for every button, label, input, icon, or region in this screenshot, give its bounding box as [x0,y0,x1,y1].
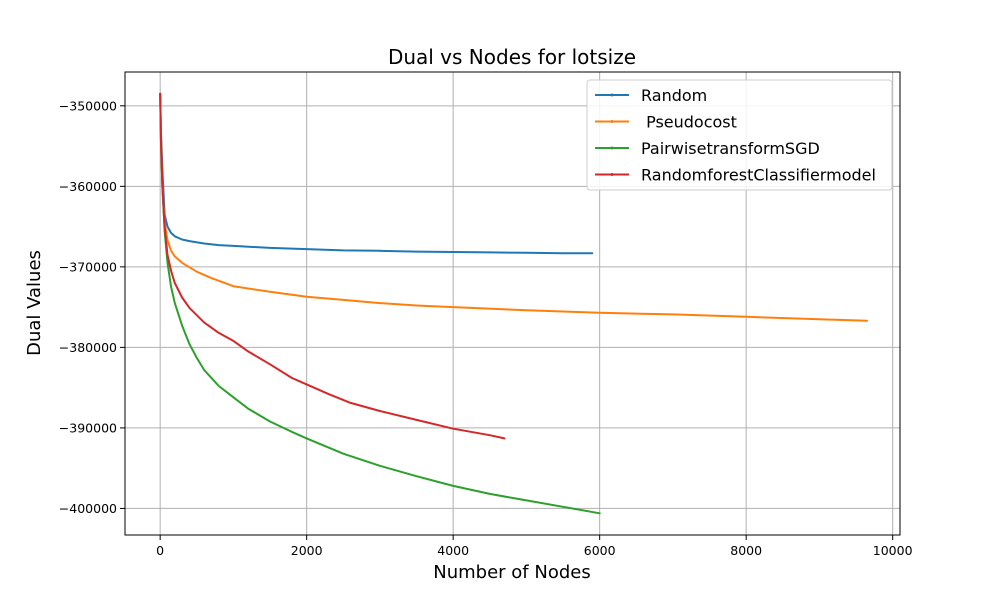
legend-box [586,79,893,191]
legend-label-randomforestclassifiermodel: RandomforestClassifiermodel [641,166,876,185]
legend: Random Pseudocost PairwisetransformSGD Ran… [586,79,893,191]
legend-label-pseudocost: Pseudocost [641,113,737,132]
legend-marker-random [610,93,614,97]
x-axis-label: Number of Nodes [433,562,590,583]
y-tick-label: −400000 [59,501,117,516]
y-tick-label: −370000 [59,259,117,274]
series-lines [159,92,868,515]
y-axis-label: Dual Values [24,250,45,356]
legend-label-pairwisetransformsgd: PairwisetransformSGD [641,139,820,158]
axis-ticks: 0 2000 4000 6000 8000 10000 −350000 −360000 −370… [59,98,913,558]
legend-marker-pairwisetransformsgd [610,146,614,150]
x-tick-label: 4000 [437,543,469,558]
series-line-randomforestclassifiermodel [159,92,506,440]
plot-frame [124,71,901,536]
chart-title: Dual vs Nodes for lotsize [388,45,636,69]
x-tick-label: 6000 [584,543,616,558]
legend-label-random: Random [641,86,707,105]
x-tick-label: 8000 [730,543,762,558]
x-tick-label: 0 [156,543,164,558]
legend-marker-randomforestclassifiermodel [610,173,614,176]
y-tick-label: −360000 [59,179,117,194]
series-line-pairwisetransformsgd [159,92,601,515]
y-tick-label: −390000 [59,420,117,435]
series-line-random [159,92,594,255]
x-tick-label: 10000 [873,543,913,558]
legend-marker-pseudocost [610,120,614,123]
grid [125,72,900,535]
y-tick-label: −380000 [59,340,117,355]
x-tick-label: 2000 [291,543,323,558]
y-tick-label: −350000 [59,98,117,113]
series-line-pseudocost [159,92,868,322]
